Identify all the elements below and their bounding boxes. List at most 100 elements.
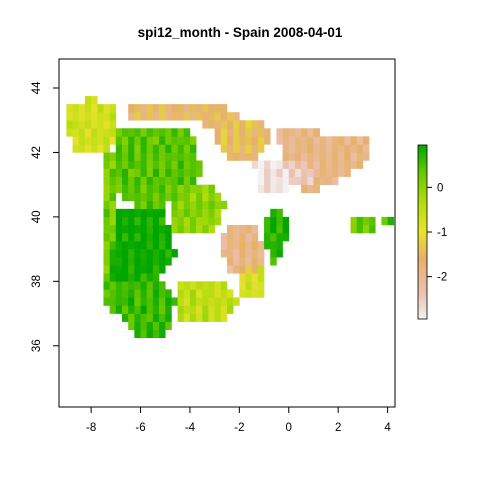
raster-cell [115, 136, 123, 145]
raster-cell [109, 265, 117, 274]
raster-cell [177, 184, 185, 194]
raster-cell [233, 224, 240, 234]
raster-cell [214, 305, 222, 314]
raster-cell [66, 128, 73, 137]
raster-cell [103, 289, 110, 298]
raster-cell [350, 160, 358, 169]
raster-cell [134, 257, 141, 266]
raster-cell [177, 144, 185, 153]
y-tick-label: 42 [31, 146, 43, 159]
raster-cell [387, 216, 395, 226]
raster-cell [128, 289, 135, 298]
raster-cell [245, 241, 253, 250]
raster-cell [189, 289, 197, 298]
raster-cell [257, 249, 265, 258]
raster-cell [257, 241, 265, 250]
raster-cell [146, 104, 154, 113]
raster-cell [146, 329, 154, 339]
raster-cell [183, 200, 191, 210]
raster-cell [227, 249, 234, 258]
raster-cell [146, 192, 154, 202]
raster-cell [362, 144, 370, 153]
raster-cell [319, 136, 327, 145]
raster-cell [196, 160, 203, 169]
raster-cell [103, 160, 110, 169]
raster-cell [288, 176, 296, 185]
raster-cell [152, 184, 160, 194]
raster-cell [140, 257, 148, 266]
raster-cell [313, 176, 320, 185]
raster-cell [140, 200, 148, 210]
raster-cell [189, 104, 197, 113]
raster-cell [128, 112, 135, 121]
raster-cell [146, 289, 154, 298]
raster-cell [301, 160, 308, 169]
raster-cell [239, 241, 246, 250]
raster-cell [159, 233, 166, 242]
raster-cell [245, 257, 253, 266]
raster-cell [220, 313, 228, 322]
raster-cell [66, 112, 73, 121]
raster-cell [356, 152, 364, 161]
raster-cell [115, 281, 123, 290]
raster-cell [264, 168, 271, 177]
raster-cell [319, 168, 327, 177]
raster-cell [239, 136, 246, 145]
raster-cell [146, 208, 154, 218]
raster-cell [134, 305, 141, 314]
raster-cell [313, 136, 320, 145]
raster-cell [128, 152, 135, 161]
raster-cell [288, 160, 296, 169]
raster-cell [159, 192, 166, 202]
raster-cell [103, 241, 110, 250]
raster-cell [257, 289, 265, 298]
raster-cell [338, 144, 345, 153]
raster-cell [140, 249, 148, 258]
raster-cell [257, 160, 265, 169]
raster-cell [134, 289, 141, 298]
raster-cell [165, 104, 172, 113]
raster-cell [227, 128, 234, 137]
raster-cell [103, 144, 110, 153]
raster-cell [140, 104, 148, 113]
raster-cell [122, 208, 129, 218]
raster-cell [189, 152, 197, 161]
raster-cell [115, 128, 123, 137]
raster-cell [103, 176, 110, 185]
raster-cell [152, 104, 160, 113]
raster-cell [257, 176, 265, 185]
raster-cell [294, 160, 302, 169]
raster-cell [356, 144, 364, 153]
raster-cell [159, 208, 166, 218]
raster-cell [239, 273, 246, 282]
raster-cell [288, 128, 296, 137]
raster-cell [350, 224, 358, 234]
raster-cell [109, 281, 117, 290]
raster-cell [91, 112, 98, 121]
raster-cell [183, 104, 191, 113]
raster-cell [270, 249, 277, 258]
raster-cell [122, 289, 129, 298]
raster-cell [66, 120, 73, 129]
raster-cell [245, 281, 253, 290]
raster-cell [140, 136, 148, 145]
raster-cell [183, 136, 191, 145]
raster-cell [103, 233, 110, 242]
raster-cell [220, 281, 228, 290]
raster-cell [276, 176, 283, 185]
raster-cell [103, 120, 110, 129]
raster-cell [159, 136, 166, 145]
raster-cell [146, 297, 154, 306]
raster-cell [239, 249, 246, 258]
raster-cell [251, 120, 259, 129]
raster-cell [369, 216, 376, 226]
raster-cell [122, 313, 129, 322]
raster-cell [214, 120, 222, 129]
raster-cell [239, 128, 246, 137]
raster-cell [288, 168, 296, 177]
raster-cell [264, 184, 271, 194]
raster-cell [72, 128, 80, 137]
raster-cell [344, 168, 351, 177]
raster-cell [196, 224, 203, 234]
raster-cell [146, 224, 154, 234]
